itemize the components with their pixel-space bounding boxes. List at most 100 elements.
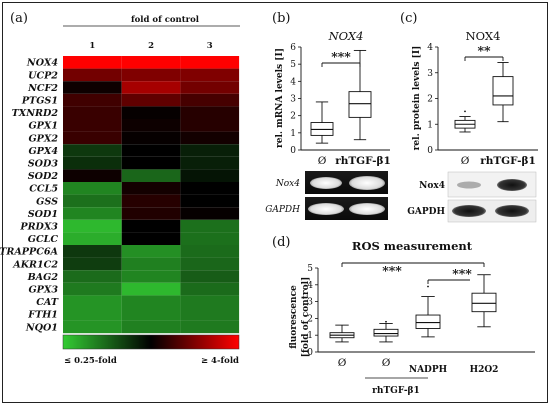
panel-c-ylabel: rel. protein levels [I] (412, 46, 422, 151)
heatmap-row-label: SOD1 (28, 209, 58, 220)
gel-c-gapdh-band-treated (495, 205, 529, 217)
panel-b-ylabel: rel. mRNA levels [I] (275, 48, 285, 148)
heatmap-cell (121, 106, 181, 119)
heatmap-cell (180, 219, 240, 233)
significance-label: *** (452, 266, 472, 281)
gel-b-label-nox4: Nox4 (275, 179, 300, 189)
heatmap-cell (121, 131, 181, 145)
heatmap-cell (180, 257, 240, 271)
panel-d-ylabel-line1: fluorescence (289, 285, 299, 349)
heatmap-row-label: TXNRD2 (12, 108, 59, 119)
heatmap-cell (180, 56, 240, 69)
heatmap-row-label: GPX1 (28, 121, 58, 132)
heatmap-cell (121, 320, 181, 334)
heatmap-cell (63, 106, 122, 119)
y-tick-label: 4 (427, 43, 433, 53)
gel-b-label-gapdh: GAPDH (265, 205, 300, 215)
y-tick-label: 5 (290, 60, 296, 70)
panel-d-title: ROS measurement (352, 239, 473, 253)
heatmap-row-label: FTH1 (27, 310, 58, 321)
heatmap-cell (121, 169, 181, 182)
x-tick-label: rhTGF-β1 (480, 155, 536, 167)
y-tick-label: 3 (307, 298, 313, 308)
heatmap-cell (63, 207, 122, 220)
heatmap-row-label: TRAPPC6A (0, 247, 58, 258)
heatmap-cell (121, 144, 181, 157)
y-tick-label: 0 (307, 348, 313, 358)
heatmap-row-label: NCF2 (27, 83, 58, 94)
panel-d-label: (d) (272, 235, 290, 250)
y-tick-label: 2 (427, 95, 433, 105)
heatmap-cell (63, 219, 122, 233)
heatmap-cell (63, 320, 122, 334)
heatmap-cell (121, 68, 181, 82)
y-tick-label: 3 (290, 95, 296, 105)
heatmap-cell (63, 156, 122, 170)
box (348, 91, 372, 118)
significance-label: ** (477, 43, 491, 58)
panel-b-title: NOX4 (328, 29, 364, 43)
heatmap-cell (121, 219, 181, 233)
heatmap-cell (121, 245, 181, 258)
heatmap-cell (121, 93, 181, 107)
heatmap-row-label: GSS (36, 196, 58, 207)
heatmap-cell (180, 93, 240, 107)
heatmap-cell (180, 207, 240, 220)
outlier-point (464, 110, 466, 113)
color-scale-bar (62, 334, 240, 350)
panel-a-label: (a) (10, 11, 28, 26)
heatmap-cell (180, 320, 240, 334)
color-scale-high-label: ≥ 4-fold (201, 356, 239, 366)
y-tick-label: 1 (290, 129, 296, 139)
heatmap-row-label: SOD3 (28, 159, 59, 170)
heatmap-cell (180, 156, 240, 170)
heatmap-cell (63, 56, 122, 69)
heatmap-cell (121, 207, 181, 220)
heatmap-row-label: NOX4 (26, 58, 58, 69)
heatmap-row-label: GCLC (28, 234, 59, 245)
heatmap-cell (121, 119, 181, 132)
color-scale-low-label: ≤ 0.25-fold (64, 356, 117, 366)
heatmap-cell (121, 81, 181, 94)
heatmap-cell (63, 182, 122, 195)
box (492, 76, 514, 106)
box (471, 292, 497, 313)
outlier-point (385, 320, 387, 323)
x-tick-label: Ø (461, 155, 470, 167)
heatmap-cell (63, 282, 122, 296)
heatmap-row-label: NQO1 (25, 322, 58, 333)
y-tick-label: 3 (427, 69, 433, 79)
panel-c-title: NOX4 (466, 29, 501, 43)
heatmap-cell (180, 182, 240, 195)
gel-b-gapdh-band-treated (349, 203, 385, 215)
heatmap-cell (63, 68, 122, 82)
heatmap-cell (121, 56, 181, 69)
gel-b-nox4-band-control (310, 177, 342, 189)
x-tick-label: Ø (382, 357, 391, 369)
y-tick-label: 0 (290, 146, 296, 156)
heatmap-cell (63, 194, 122, 208)
heatmap-cell (121, 194, 181, 208)
heatmap-cell (180, 144, 240, 157)
heatmap-row-label: AKR1C2 (12, 259, 58, 270)
heatmap-row-label: BAG2 (27, 272, 59, 283)
heatmap-cell (63, 169, 122, 182)
gel-b-nox4-band-treated (349, 176, 385, 190)
heatmap-cell (180, 68, 240, 82)
heatmap-cell (121, 282, 181, 296)
x-tick-label: Ø (318, 155, 327, 167)
y-tick-label: 2 (307, 314, 313, 324)
significance-label: *** (331, 49, 351, 64)
x-tick-label: H2O2 (470, 365, 499, 375)
y-tick-label: 0 (427, 146, 433, 156)
panel-d-group-label: rhTGF-β1 (372, 386, 420, 396)
gel-c-gapdh-band-control (452, 205, 486, 217)
heatmap-cell (180, 270, 240, 283)
panel-b-label: (b) (272, 11, 290, 26)
x-tick-label: Ø (338, 357, 347, 369)
y-tick-label: 1 (307, 331, 313, 341)
heatmap-cell (121, 295, 181, 308)
heatmap-cell (180, 81, 240, 94)
gel-c-nox4-band-treated (497, 179, 527, 191)
